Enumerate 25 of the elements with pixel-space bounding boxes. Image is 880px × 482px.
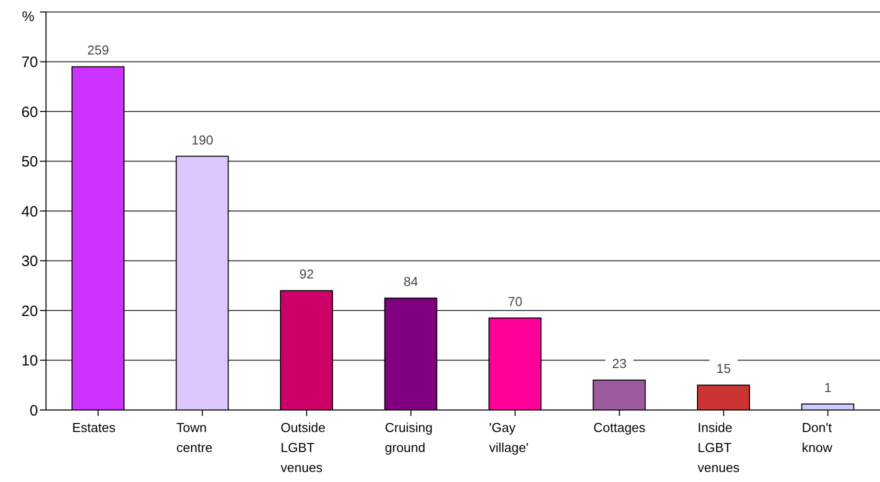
- annotation: 1: [824, 380, 832, 396]
- y-tick-label: 40: [21, 203, 38, 220]
- annotation: 15: [716, 361, 731, 376]
- annotation: 70: [508, 294, 522, 309]
- y-tick-label: 10: [21, 352, 38, 370]
- annotation: 92: [299, 266, 314, 282]
- y-tick-label: 30: [21, 253, 38, 270]
- x-tick-label: Cottages: [593, 420, 646, 435]
- x-tick-label: Cruising ground: [384, 420, 433, 455]
- y-tick-label: 50: [21, 154, 38, 171]
- y-axis-title: %: [22, 8, 34, 24]
- y-tick-label: 0: [30, 402, 38, 420]
- x-tick-label: Estates: [72, 420, 116, 435]
- x-tick-label: Outside LGBT venues: [280, 420, 326, 475]
- y-tick-label: 60: [21, 104, 38, 121]
- x-tick-label: Town centre: [176, 420, 213, 455]
- x-tick-label: Inside LGBT venues: [698, 420, 740, 475]
- x-tick-label: Don't know: [802, 420, 833, 455]
- y-tick-label: 70: [21, 54, 38, 72]
- annotation: 190: [192, 132, 214, 148]
- x-tick-label: 'Gay village': [489, 420, 528, 455]
- annotation: 84: [404, 274, 418, 290]
- annotation: 259: [87, 42, 109, 58]
- y-tick-label: 20: [21, 302, 38, 320]
- annotation: 23: [612, 356, 627, 372]
